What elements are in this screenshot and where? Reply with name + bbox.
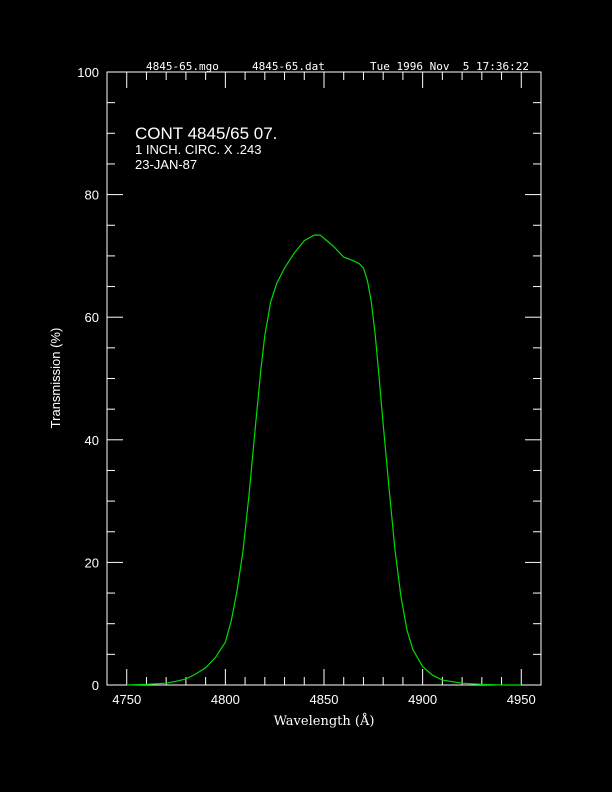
header-dat-filename: 4845-65.dat [252,60,325,73]
header-timestamp: Tue 1996 Nov 5 17:36:22 [370,60,529,73]
filter-annotation: CONT 4845/65 07. 1 INCH. CIRC. X .243 23… [135,124,277,172]
major-ticks [107,71,541,686]
transmission-curve [126,234,522,686]
x-tick-label: 4800 [211,692,240,707]
x-tick-label: 4900 [408,692,437,707]
x-tick-labels: 4750 4800 4850 4900 4950 [112,692,535,707]
minor-ticks [106,72,542,685]
y-tick-labels: 0 20 40 60 80 100 [77,65,99,693]
y-tick-label: 80 [85,188,99,203]
x-tick-label: 4950 [507,692,536,707]
chart-subtitle-2: 23-JAN-87 [135,157,197,172]
chart-title: CONT 4845/65 07. [135,124,277,143]
x-tick-label: 4850 [310,692,339,707]
plot-header: 4845-65.mgo 4845-65.dat Tue 1996 Nov 5 1… [146,60,529,73]
x-axis-label: Wavelength (Å) [274,713,375,729]
y-tick-label: 20 [85,555,99,570]
y-tick-label: 0 [92,678,99,693]
y-tick-label: 60 [85,310,99,325]
chart-subtitle-1: 1 INCH. CIRC. X .243 [135,142,261,157]
y-axis-label: Transmission (%) [48,328,63,429]
header-mgo-filename: 4845-65.mgo [146,60,219,73]
y-tick-label: 40 [85,433,99,448]
y-tick-label: 100 [77,65,99,80]
x-tick-label: 4750 [112,692,141,707]
